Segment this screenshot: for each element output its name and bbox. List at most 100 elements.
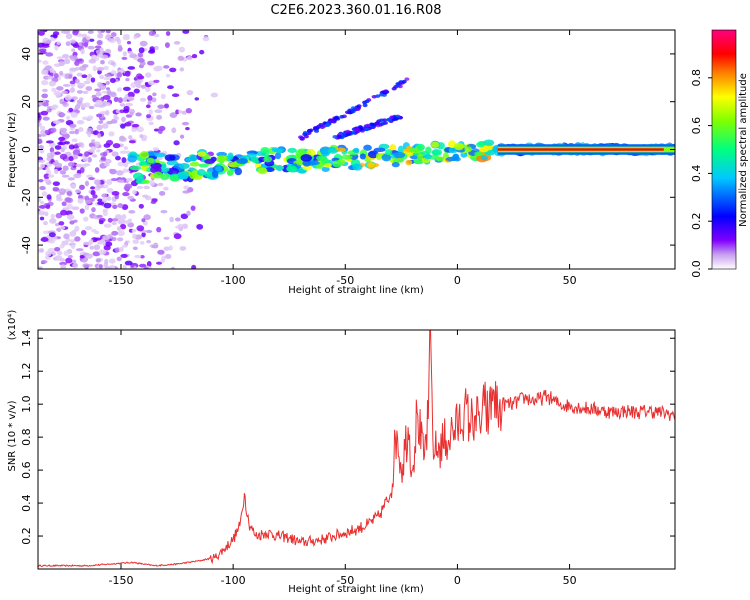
noise-speckle — [74, 236, 81, 242]
spectrogram-x-tick-label: 50 — [563, 274, 577, 287]
noise-speckle — [63, 250, 69, 256]
noise-speckle — [111, 151, 119, 157]
echo-trace-mark — [236, 158, 248, 165]
echo-trace-mark — [445, 156, 458, 162]
noise-speckle — [100, 157, 106, 161]
noise-speckle — [39, 125, 46, 131]
noise-speckle — [141, 137, 147, 142]
noise-speckle — [55, 223, 60, 227]
noise-speckle — [116, 71, 123, 78]
noise-speckle — [124, 183, 133, 189]
noise-speckle — [49, 147, 55, 153]
echo-trace-mark — [216, 155, 228, 161]
echo-trace-mark — [196, 168, 206, 176]
noise-speckle — [59, 70, 64, 76]
noise-speckle — [169, 67, 177, 73]
noise-speckle — [52, 34, 58, 39]
noise-speckle — [65, 33, 73, 40]
noise-speckle — [125, 177, 133, 182]
noise-speckle — [71, 206, 80, 211]
noise-speckle — [96, 214, 103, 218]
echo-trace-mark — [204, 158, 215, 165]
snr-y-tick-label: 0.6 — [20, 461, 33, 479]
noise-speckle — [41, 191, 48, 197]
upper-branch-2-mark — [389, 115, 395, 120]
noise-speckle — [127, 66, 136, 70]
noise-speckle — [42, 88, 48, 93]
echo-trace-mark — [234, 167, 243, 176]
noise-speckle — [102, 151, 108, 157]
noise-speckle — [45, 204, 51, 210]
noise-speckle — [163, 236, 170, 240]
noise-speckle — [141, 84, 147, 89]
noise-speckle — [62, 101, 69, 108]
noise-speckle — [87, 73, 93, 79]
noise-speckle — [99, 74, 105, 80]
noise-speckle — [95, 258, 102, 263]
colorbar-tick-label: 0.6 — [690, 117, 703, 135]
noise-speckle — [122, 264, 127, 269]
noise-speckle — [101, 193, 108, 198]
echo-trace-mark — [397, 145, 405, 154]
noise-speckle — [183, 185, 189, 190]
echo-trace-mark — [178, 162, 190, 170]
noise-speckle — [40, 80, 49, 86]
noise-speckle — [132, 239, 140, 245]
noise-speckle — [94, 45, 102, 49]
noise-speckle — [82, 116, 88, 121]
noise-speckle — [152, 147, 160, 152]
noise-speckle — [68, 107, 74, 113]
noise-speckle — [80, 103, 87, 108]
colorbar-tick-label: 0.8 — [690, 69, 703, 87]
noise-speckle — [128, 210, 136, 214]
noise-speckle — [92, 194, 98, 199]
echo-trace-mark — [197, 151, 207, 157]
upper-branch-2-mark — [332, 135, 338, 139]
echo-trace-mark — [153, 171, 163, 179]
echo-trace-mark — [332, 160, 342, 168]
noise-speckle — [175, 109, 180, 115]
noise-speckle — [83, 216, 89, 222]
echo-trace-mark — [263, 156, 273, 163]
noise-speckle — [105, 241, 113, 247]
echo-trace-mark — [154, 152, 167, 158]
echo-trace-mark — [424, 153, 432, 160]
noise-speckle — [88, 38, 95, 42]
noise-speckle — [79, 184, 85, 190]
noise-speckle — [121, 56, 128, 61]
noise-speckle — [84, 204, 90, 211]
noise-speckle — [160, 210, 168, 214]
echo-trace-mark — [167, 167, 180, 176]
noise-speckle — [134, 254, 142, 259]
noise-speckle — [178, 46, 185, 53]
noise-speckle — [91, 139, 96, 144]
noise-speckle — [136, 126, 144, 133]
echo-trace-mark — [139, 150, 149, 159]
noise-speckle — [50, 127, 57, 133]
noise-speckle — [39, 186, 46, 191]
noise-speckle — [147, 95, 153, 102]
noise-speckle — [96, 113, 103, 118]
echo-trace-mark — [381, 153, 392, 162]
echo-trace-mark — [146, 157, 155, 164]
colorbar-gradient — [711, 29, 737, 270]
noise-speckle — [146, 261, 152, 267]
echo-trace-mark — [483, 139, 495, 146]
noise-speckle — [38, 166, 43, 171]
noise-speckle — [117, 47, 123, 52]
noise-speckle — [87, 156, 92, 163]
upper-branch-mark — [364, 99, 370, 104]
noise-speckle — [39, 50, 47, 55]
snr-x-ticks: -150 -100 -50 0 50 — [109, 330, 577, 587]
noise-speckle — [53, 73, 59, 79]
noise-speckle — [104, 35, 111, 40]
noise-speckle — [98, 120, 104, 124]
noise-speckle — [60, 147, 65, 153]
noise-speckle — [185, 108, 193, 114]
noise-speckle — [151, 244, 159, 249]
noise-speckle — [146, 240, 152, 244]
echo-trace-mark — [352, 163, 363, 171]
upper-branch-2-mark — [380, 122, 386, 126]
echo-trace-mark — [385, 149, 393, 156]
